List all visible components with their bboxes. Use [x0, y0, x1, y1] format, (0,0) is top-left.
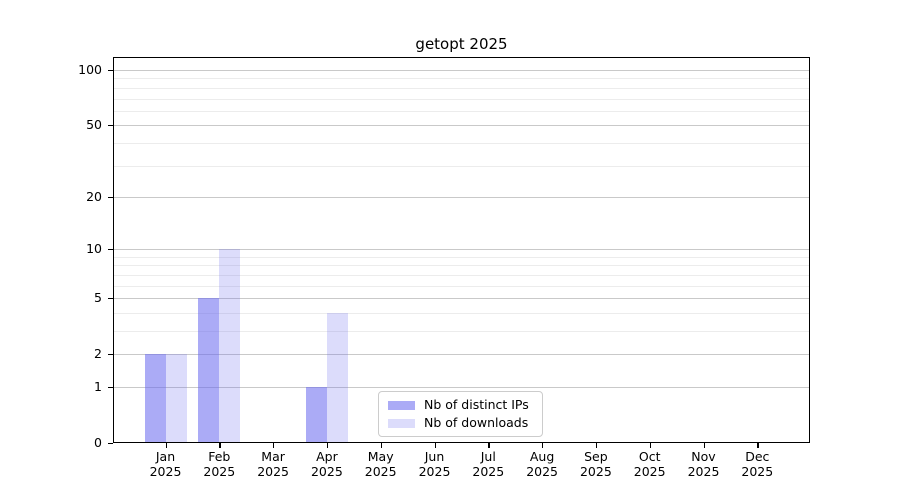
legend-label-distinct-ips: Nb of distinct IPs: [424, 397, 529, 412]
x-tick-mark: [380, 443, 382, 448]
x-tick-mark: [595, 443, 598, 448]
y-tick-mark: [108, 125, 113, 127]
minor-gridline: [114, 274, 809, 276]
minor-gridline: [114, 165, 809, 167]
y-tick-mark: [108, 354, 113, 356]
x-tick-label: Apr 2025: [310, 449, 343, 479]
x-tick-mark: [273, 443, 275, 448]
x-tick-mark: [165, 443, 167, 448]
legend-swatch-distinct-ips: [388, 400, 415, 410]
y-tick-label: 2: [94, 346, 102, 362]
minor-gridline: [114, 87, 809, 89]
major-gridline: [114, 249, 809, 251]
minor-gridline: [114, 78, 809, 80]
bar-nb-of-downloads-feb: [219, 249, 241, 443]
major-gridline: [114, 354, 809, 356]
x-tick-label: Aug 2025: [526, 449, 558, 479]
bar-nb-of-distinct-ips-jan: [144, 354, 166, 443]
major-gridline: [114, 196, 809, 198]
x-tick-mark: [703, 443, 705, 448]
y-tick-mark: [108, 196, 113, 199]
minor-gridline: [114, 265, 809, 267]
y-tick-label: 20: [86, 188, 102, 204]
major-gridline: [114, 298, 809, 300]
minor-gridline: [114, 312, 809, 314]
y-tick-mark: [108, 249, 113, 251]
x-tick-mark: [757, 443, 759, 448]
x-tick-label: May 2025: [364, 449, 397, 479]
minor-gridline: [114, 285, 809, 287]
x-tick-mark: [488, 443, 490, 448]
major-gridline: [114, 125, 809, 127]
x-tick-label: Feb 2025: [203, 449, 236, 479]
bar-nb-of-distinct-ips-apr: [305, 387, 327, 443]
minor-gridline: [114, 110, 809, 112]
bar-nb-of-downloads-jan: [165, 354, 187, 443]
x-tick-mark: [434, 443, 436, 448]
minor-gridline: [114, 142, 809, 144]
x-tick-label: Nov 2025: [687, 449, 720, 479]
legend-swatch-downloads: [388, 418, 415, 428]
major-gridline: [114, 387, 809, 388]
minor-gridline: [114, 98, 809, 100]
major-gridline: [114, 70, 809, 71]
y-tick-mark: [108, 298, 113, 300]
minor-gridline: [114, 256, 809, 258]
x-tick-label: Jul 2025: [472, 449, 505, 479]
y-tick-label: 100: [78, 62, 102, 77]
x-tick-mark: [649, 443, 651, 448]
y-tick-label: 10: [86, 241, 102, 257]
x-tick-label: Dec 2025: [741, 449, 774, 479]
legend-item-distinct-ips: Nb of distinct IPs: [388, 398, 533, 412]
bar-nb-of-distinct-ips-feb: [198, 298, 220, 443]
x-tick-label: Jun 2025: [418, 449, 451, 479]
y-tick-label: 50: [86, 117, 102, 133]
legend: Nb of distinct IPs Nb of downloads: [378, 391, 543, 437]
y-tick-label: 1: [94, 379, 102, 394]
y-tick-label: 5: [94, 290, 102, 306]
y-tick-label: 0: [94, 435, 102, 450]
bar-nb-of-downloads-apr: [326, 312, 348, 443]
minor-gridline: [114, 331, 809, 332]
x-tick-label: Mar 2025: [257, 449, 289, 479]
chart-title: getopt 2025: [415, 35, 508, 53]
x-tick-mark: [326, 443, 329, 448]
legend-item-downloads: Nb of downloads: [388, 416, 533, 430]
x-tick-mark: [219, 443, 221, 448]
x-tick-label: Sep 2025: [579, 449, 612, 479]
legend-label-downloads: Nb of downloads: [424, 415, 529, 430]
x-tick-label: Jan 2025: [149, 449, 182, 479]
y-tick-mark: [108, 70, 113, 72]
y-tick-mark: [108, 443, 113, 445]
plot-border: [113, 57, 810, 443]
x-tick-label: Oct 2025: [633, 449, 666, 479]
y-tick-mark: [108, 387, 113, 389]
x-tick-mark: [542, 443, 544, 448]
